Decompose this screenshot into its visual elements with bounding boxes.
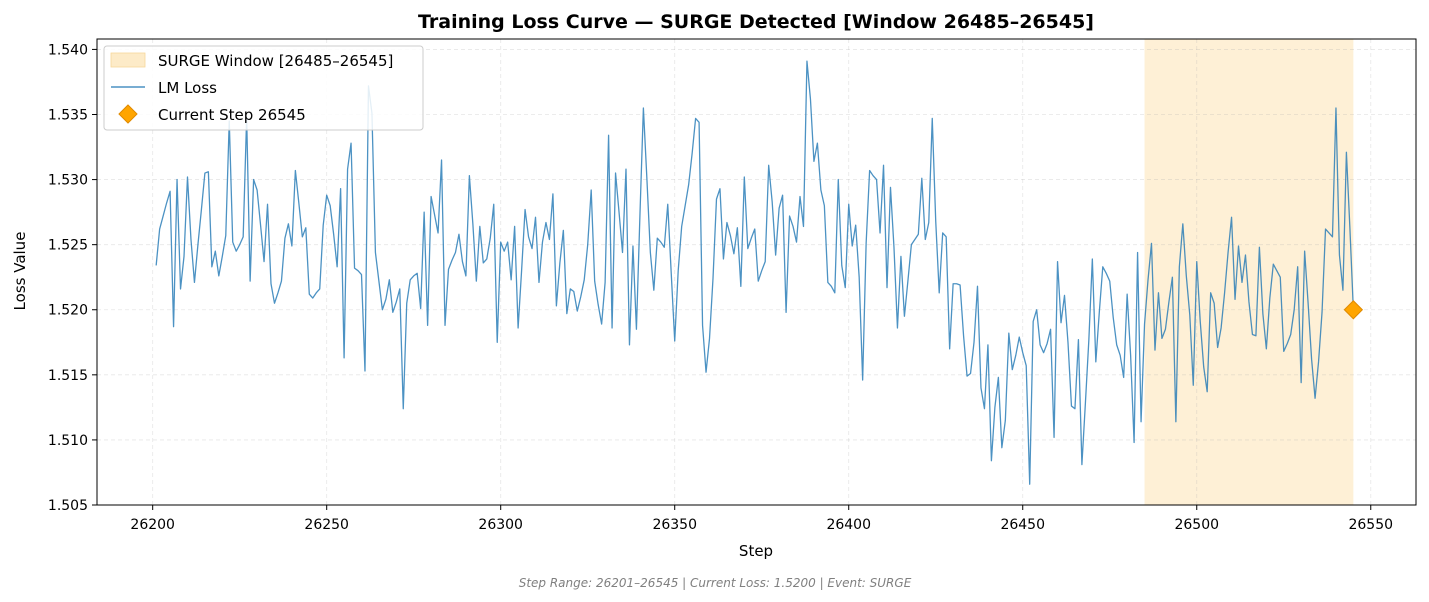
x-tick-label: 26550 [1348,517,1393,533]
x-tick-label: 26200 [130,517,175,533]
surge-window-band [1144,39,1354,505]
lm-loss-line [155,60,1355,485]
y-tick-label: 1.505 [48,498,88,514]
y-axis-title: Loss Value [11,232,29,311]
x-tick-label: 26500 [1174,517,1219,533]
plot-frame [96,38,1417,506]
x-tick-label: 26250 [304,517,349,533]
legend-swatch-current-step [118,104,138,124]
x-axis-title: Step [739,542,773,560]
x-tick-label: 26350 [652,517,697,533]
x-tick-label: 26300 [478,517,523,533]
footer-note: Step Range: 26201–26545 | Current Loss: … [519,576,912,590]
legend-label-surge-window: SURGE Window [26485–26545] [158,52,393,70]
legend-label-lm-loss: LM Loss [158,79,217,97]
legend: SURGE Window [26485–26545] LM Loss Curre… [103,45,424,131]
chart-title: Training Loss Curve — SURGE Detected [Wi… [418,11,1094,33]
current-step-marker [1343,300,1364,320]
legend-swatch-surge-window [110,52,146,68]
plot-area: 26200 26250 26300 26350 26400 26450 26500 26550… [48,38,1417,533]
y-tick-label: 1.510 [48,433,88,449]
y-tick-label: 1.530 [48,173,88,189]
x-tick-label: 26450 [1000,517,1045,533]
y-tick-label: 1.515 [48,368,88,384]
legend-box [103,45,424,131]
y-tick-label: 1.535 [48,107,88,123]
y-tick-label: 1.540 [48,42,88,58]
x-tick-label: 26400 [826,517,871,533]
legend-label-current-step: Current Step 26545 [158,106,306,124]
y-tick-label: 1.525 [48,238,88,254]
y-tick-label: 1.520 [48,303,88,319]
